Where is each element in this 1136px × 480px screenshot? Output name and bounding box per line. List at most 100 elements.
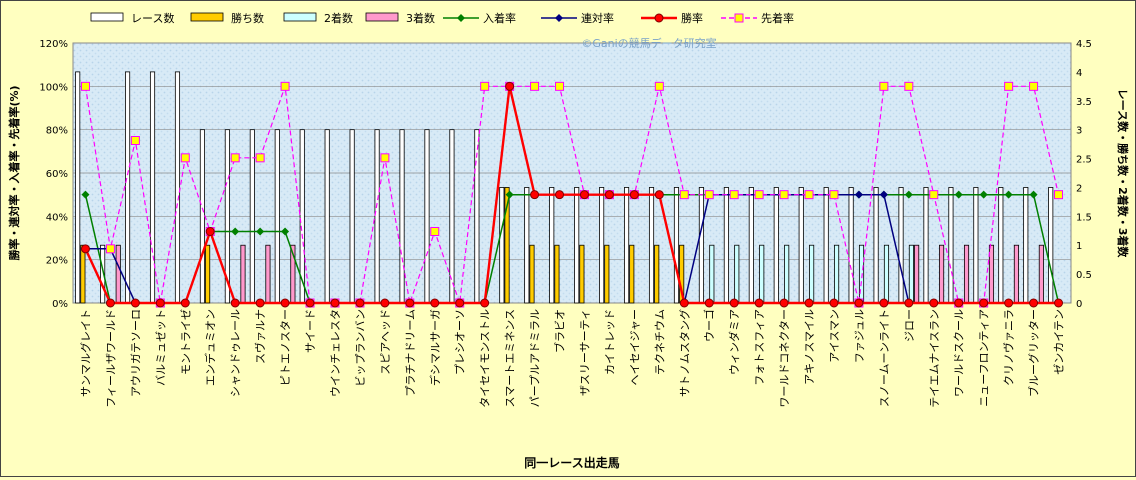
category-label: タイセイモンストル <box>479 309 492 408</box>
point-先着率 <box>280 81 290 91</box>
right-tick-label: 3.5 <box>1076 97 1092 108</box>
point-先着率 <box>80 81 90 91</box>
bar-レース数 <box>149 71 156 304</box>
point-勝率 <box>829 298 839 308</box>
legend-marker <box>654 13 664 23</box>
right-tick-label: 0 <box>1076 299 1082 310</box>
point-入着率 <box>979 190 988 199</box>
right-tick-label: 2 <box>1076 183 1082 194</box>
bar-レース数 <box>948 187 954 304</box>
category-label: サトノムスタング <box>677 309 691 397</box>
left-tick-label: 80% <box>46 126 68 137</box>
point-勝率 <box>579 190 589 200</box>
bar-3着数 <box>1013 244 1019 304</box>
bar-レース数 <box>923 187 929 304</box>
legend: レース数 勝ち数 2着数 3着数 入着率 連対率 勝率 先着率 <box>90 11 794 25</box>
left-axis-title: 勝率・連対率・入着率・先着率(%) <box>7 85 21 260</box>
bar-レース数 <box>748 187 754 304</box>
bar-2着数 <box>759 244 765 304</box>
bar-レース数 <box>998 187 1004 304</box>
category-label: ウインチェレスタ <box>329 309 342 397</box>
point-先着率 <box>480 81 490 91</box>
legend-label: 2着数 <box>324 11 353 25</box>
bar-勝ち数 <box>529 244 535 304</box>
left-tick-label: 0% <box>52 299 68 310</box>
category-label: ファジュル <box>853 309 866 363</box>
bar-3着数 <box>1038 244 1044 304</box>
point-勝率 <box>904 298 914 308</box>
category-label: バルミュゼット <box>154 309 167 386</box>
legend-swatch <box>283 12 317 22</box>
bar-勝ち数 <box>504 187 510 304</box>
bar-レース数 <box>723 187 729 304</box>
point-先着率 <box>779 190 789 200</box>
point-入着率 <box>256 227 265 236</box>
right-tick-label: 1 <box>1076 241 1082 252</box>
point-勝率 <box>230 298 240 308</box>
left-tick-label: 40% <box>46 212 68 223</box>
legend-marker <box>457 14 465 22</box>
point-入着率 <box>505 190 514 199</box>
category-label: プラチナドリーム <box>404 309 417 397</box>
bar-レース数 <box>199 129 205 304</box>
point-勝率 <box>505 81 515 91</box>
bar-3着数 <box>988 244 995 304</box>
legend-label: 3着数 <box>406 11 435 25</box>
point-先着率 <box>804 190 814 200</box>
point-勝率 <box>854 298 864 308</box>
category-label: スヴァルナ <box>253 309 267 364</box>
point-先着率 <box>555 81 565 91</box>
category-label: ビップランバン <box>354 309 367 387</box>
category-label: クリノヴァニラ <box>1002 309 1016 386</box>
bar-レース数 <box>848 187 854 304</box>
bar-勝ち数 <box>205 244 211 304</box>
legend-item-連対率: 連対率 <box>541 11 614 25</box>
point-勝率 <box>679 298 689 308</box>
right-tick-label: 1.5 <box>1076 212 1092 223</box>
bar-勝ち数 <box>554 244 560 304</box>
point-勝率 <box>604 190 614 200</box>
bar-レース数 <box>673 187 680 304</box>
bar-レース数 <box>399 129 405 304</box>
bar-レース数 <box>574 187 580 304</box>
right-tick-label: 2.5 <box>1076 155 1092 166</box>
bar-レース数 <box>100 244 106 304</box>
point-勝率 <box>480 298 490 308</box>
bar-レース数 <box>424 129 430 304</box>
legend-label: 勝率 <box>681 11 703 25</box>
category-label: ピトエノスター <box>279 309 292 386</box>
point-勝率 <box>130 298 140 308</box>
point-連対率 <box>854 190 863 199</box>
point-勝率 <box>555 190 565 200</box>
point-勝率 <box>979 298 989 308</box>
point-勝率 <box>654 190 664 200</box>
point-勝率 <box>804 298 814 308</box>
point-入着率 <box>281 227 290 236</box>
line-先着率 <box>84 85 1060 306</box>
point-先着率 <box>754 190 764 200</box>
bar-レース数 <box>224 129 230 304</box>
category-label: テクネチウム <box>653 309 666 375</box>
point-先着率 <box>879 81 889 91</box>
bar-レース数 <box>524 187 530 304</box>
point-勝率 <box>155 298 165 308</box>
category-label: ワールドスクール <box>953 309 966 397</box>
bars <box>75 71 1054 304</box>
bar-レース数 <box>75 71 81 304</box>
legend-label: 入着率 <box>483 11 516 25</box>
category-label: アイスマン <box>828 309 841 363</box>
bar-2着数 <box>734 244 740 304</box>
legend-swatch <box>90 12 124 22</box>
legend-item-勝率: 勝率 <box>641 11 703 25</box>
x-axis-title: 同一レース出走馬 <box>524 455 619 470</box>
point-勝率 <box>255 298 265 308</box>
category-labels: サンマルグレイト フィールザワールド アウリガテソーロ バルミュゼット モントライゼ エン… <box>78 309 1065 408</box>
point-先着率 <box>929 190 939 200</box>
bar-レース数 <box>898 187 904 304</box>
point-先着率 <box>679 190 689 200</box>
point-入着率 <box>81 190 90 199</box>
legend-item-先着率: 先着率 <box>721 11 794 25</box>
point-先着率 <box>1029 81 1039 91</box>
